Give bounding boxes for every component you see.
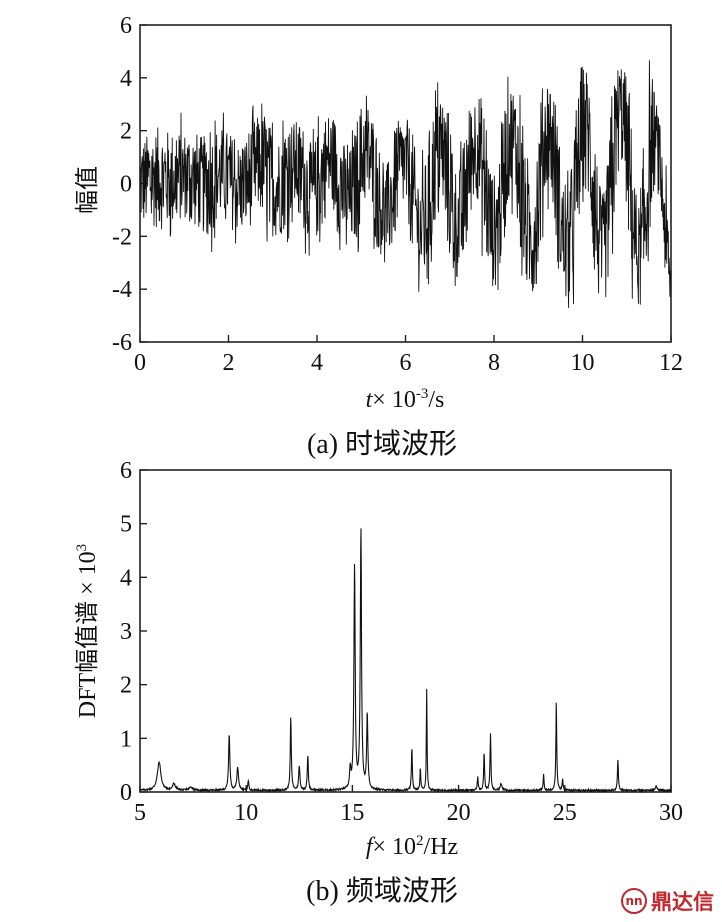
- b-x-tick-label: 25: [553, 800, 577, 826]
- a-x-tick-label: 8: [488, 350, 500, 376]
- b-y-tick-label: 1: [120, 726, 132, 752]
- a-x-tick-label: 12: [659, 350, 683, 376]
- y-axis-label-a: 幅值: [74, 166, 101, 214]
- watermark: nn 鼎达信: [621, 886, 714, 916]
- a-y-tick-label: 6: [120, 13, 132, 39]
- watermark-text: 鼎达信: [651, 890, 714, 914]
- b-y-tick-label: 4: [120, 565, 132, 591]
- b-x-tick-label: 10: [234, 800, 258, 826]
- a-y-tick-label: -4: [112, 277, 132, 303]
- time-waveform-line: [139, 60, 672, 308]
- a-x-tick-label: 6: [400, 350, 412, 376]
- b-y-tick-label: 3: [120, 619, 132, 645]
- caption-a: (a) 时域波形: [307, 428, 457, 460]
- a-y-tick-label: 0: [120, 172, 132, 198]
- b-x-tick-label: 15: [340, 800, 364, 826]
- b-y-tick-label: 2: [120, 673, 132, 699]
- a-x-tick-label: 0: [134, 350, 146, 376]
- time-domain-chart: 0 2 4 6 8 10 12 -6 -4 -2 0 2 4 6 幅值 t× 10-3/s (a) 时域波…: [74, 13, 683, 460]
- b-y-tick-label: 5: [120, 512, 132, 538]
- x-axis-label-a: t× 10-3/s: [366, 386, 445, 413]
- b-y-tick-label: 6: [120, 458, 132, 484]
- b-x-tick-label: 20: [447, 800, 471, 826]
- plot-frame-b: [139, 469, 672, 793]
- a-y-tick-label: -2: [112, 224, 132, 250]
- a-y-tick-label: 4: [120, 66, 132, 92]
- a-x-tick-label: 10: [571, 350, 595, 376]
- dft-spectrum-line: [139, 528, 672, 794]
- a-x-tick-label: 2: [223, 350, 235, 376]
- b-x-tick-label: 5: [134, 800, 146, 826]
- x-axis-label-b: f× 102/Hz: [366, 833, 458, 860]
- y-axis-label-b: DFT幅值谱 × 103: [74, 544, 101, 718]
- a-y-tick-label: -6: [112, 330, 132, 356]
- frequency-domain-chart: 5 10 15 20 25 30 0 1 2 3 4 5 6 DFT幅值谱 × 103 f× 102/H…: [74, 458, 683, 907]
- b-x-tick-label: 30: [659, 800, 683, 826]
- caption-b: (b) 频域波形: [306, 875, 458, 907]
- a-x-tick-label: 4: [311, 350, 323, 376]
- b-y-tick-label: 0: [120, 780, 132, 806]
- watermark-logo-icon: nn: [621, 888, 647, 914]
- a-y-tick-label: 2: [120, 119, 132, 145]
